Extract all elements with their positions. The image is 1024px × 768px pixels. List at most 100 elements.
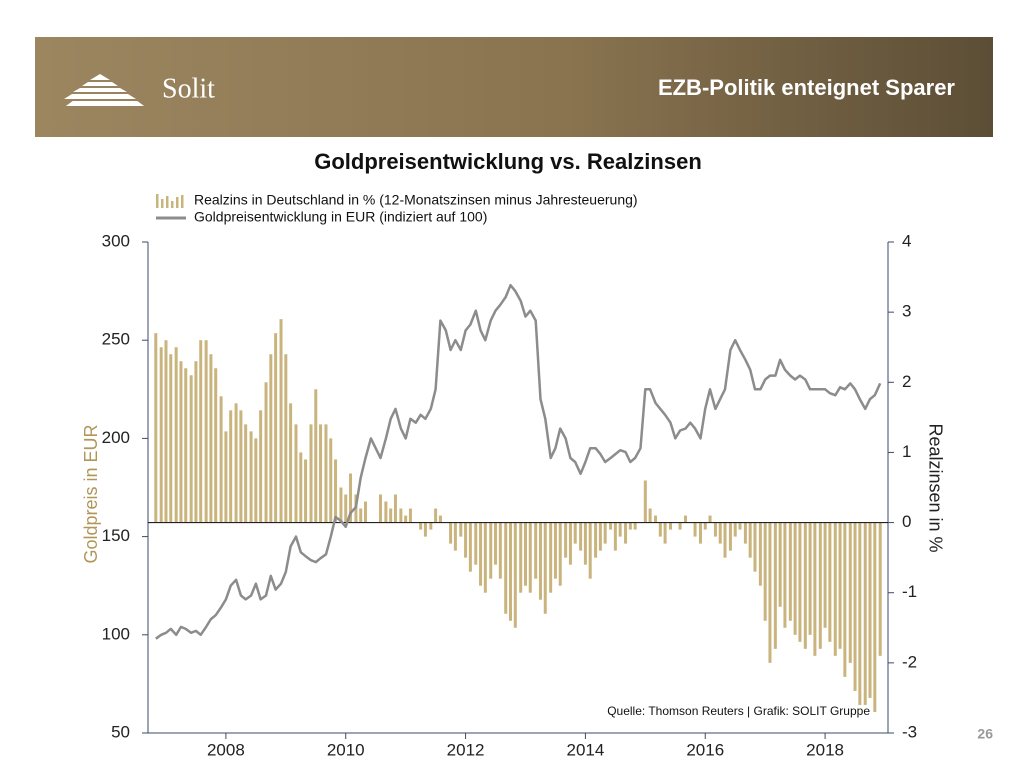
bar (164, 340, 168, 523)
bar (564, 522, 568, 558)
bar (304, 459, 308, 523)
bar (633, 522, 637, 530)
bar (494, 522, 498, 565)
bar (609, 522, 613, 530)
bar (169, 354, 173, 523)
bar (853, 522, 857, 691)
bar (823, 522, 827, 628)
bar (329, 438, 333, 523)
bar (648, 508, 652, 523)
bar (718, 522, 722, 544)
bar (803, 522, 807, 649)
bar (818, 522, 822, 649)
bar (543, 522, 547, 614)
bar (713, 522, 717, 537)
bar (743, 522, 747, 544)
bar (658, 522, 662, 537)
y-tick-label: 300 (102, 231, 130, 250)
bar (654, 515, 658, 523)
y-tick-label: 250 (102, 330, 130, 349)
bar (598, 522, 602, 551)
bar (364, 501, 368, 523)
y2-tick-label: 2 (902, 372, 911, 391)
bar (244, 424, 248, 523)
plot-area: 50 100 150 200 250 300 -3 -2 -1 0 1 2 3 4 2008 2010 2012… (102, 231, 918, 759)
bar (489, 522, 493, 579)
bar (339, 487, 343, 523)
bar (783, 522, 787, 628)
y2-tick-label: 1 (902, 442, 911, 461)
bar (538, 522, 542, 600)
bar (568, 522, 572, 565)
bar (848, 522, 852, 663)
bar (698, 522, 702, 544)
y-tick-label: 200 (102, 428, 130, 447)
bar (504, 522, 508, 614)
bar (399, 508, 403, 523)
bar (319, 424, 323, 523)
bar (438, 515, 442, 523)
bar (813, 522, 817, 656)
x-tick-label: 2008 (207, 740, 245, 759)
bar (184, 368, 188, 523)
x-tick-label: 2012 (447, 740, 485, 759)
bar (594, 522, 598, 558)
bar (474, 522, 478, 565)
bar (468, 522, 472, 572)
bar (863, 522, 867, 705)
bar (878, 522, 882, 656)
bar (534, 522, 538, 579)
bar (189, 375, 193, 523)
bar (179, 361, 183, 523)
bar (279, 319, 283, 523)
y2-tick-label: -3 (902, 722, 917, 741)
bar (334, 459, 338, 523)
legend-label: Goldpreisentwicklung in EUR (indiziert a… (194, 209, 487, 225)
bar (843, 522, 847, 677)
x-tick-label: 2018 (806, 740, 844, 759)
bar (429, 522, 433, 530)
x-tick-label: 2016 (686, 740, 724, 759)
bar (763, 522, 767, 621)
bar (483, 522, 487, 593)
bar (588, 522, 592, 579)
bar (314, 389, 318, 523)
bar (618, 522, 622, 537)
bar (284, 354, 288, 523)
bar (254, 438, 258, 523)
bar (663, 522, 667, 544)
bar (788, 522, 792, 621)
x-tick-label: 2010 (327, 740, 365, 759)
bar (274, 333, 278, 523)
bar (209, 354, 213, 523)
bar (798, 522, 802, 642)
header-bar (35, 37, 993, 137)
bar (778, 522, 782, 607)
bar (204, 340, 208, 523)
bar (389, 508, 393, 523)
bar (668, 522, 672, 530)
bar (269, 354, 273, 523)
bar (309, 424, 313, 523)
bar (234, 403, 238, 523)
bar (299, 452, 303, 523)
bar (693, 522, 697, 537)
bar (259, 410, 263, 523)
bar (159, 347, 163, 523)
bar (643, 480, 647, 523)
logo-icon (64, 74, 145, 106)
bar (708, 515, 712, 523)
y-tick-label: 50 (111, 722, 130, 741)
bar (498, 522, 502, 579)
bar (349, 473, 353, 523)
bar (384, 501, 388, 523)
bar (753, 522, 757, 572)
bar (683, 515, 687, 523)
bar (613, 522, 617, 551)
bar (768, 522, 772, 663)
bar (549, 522, 553, 593)
bar (464, 522, 468, 558)
bar (459, 522, 463, 537)
bar (214, 368, 218, 523)
